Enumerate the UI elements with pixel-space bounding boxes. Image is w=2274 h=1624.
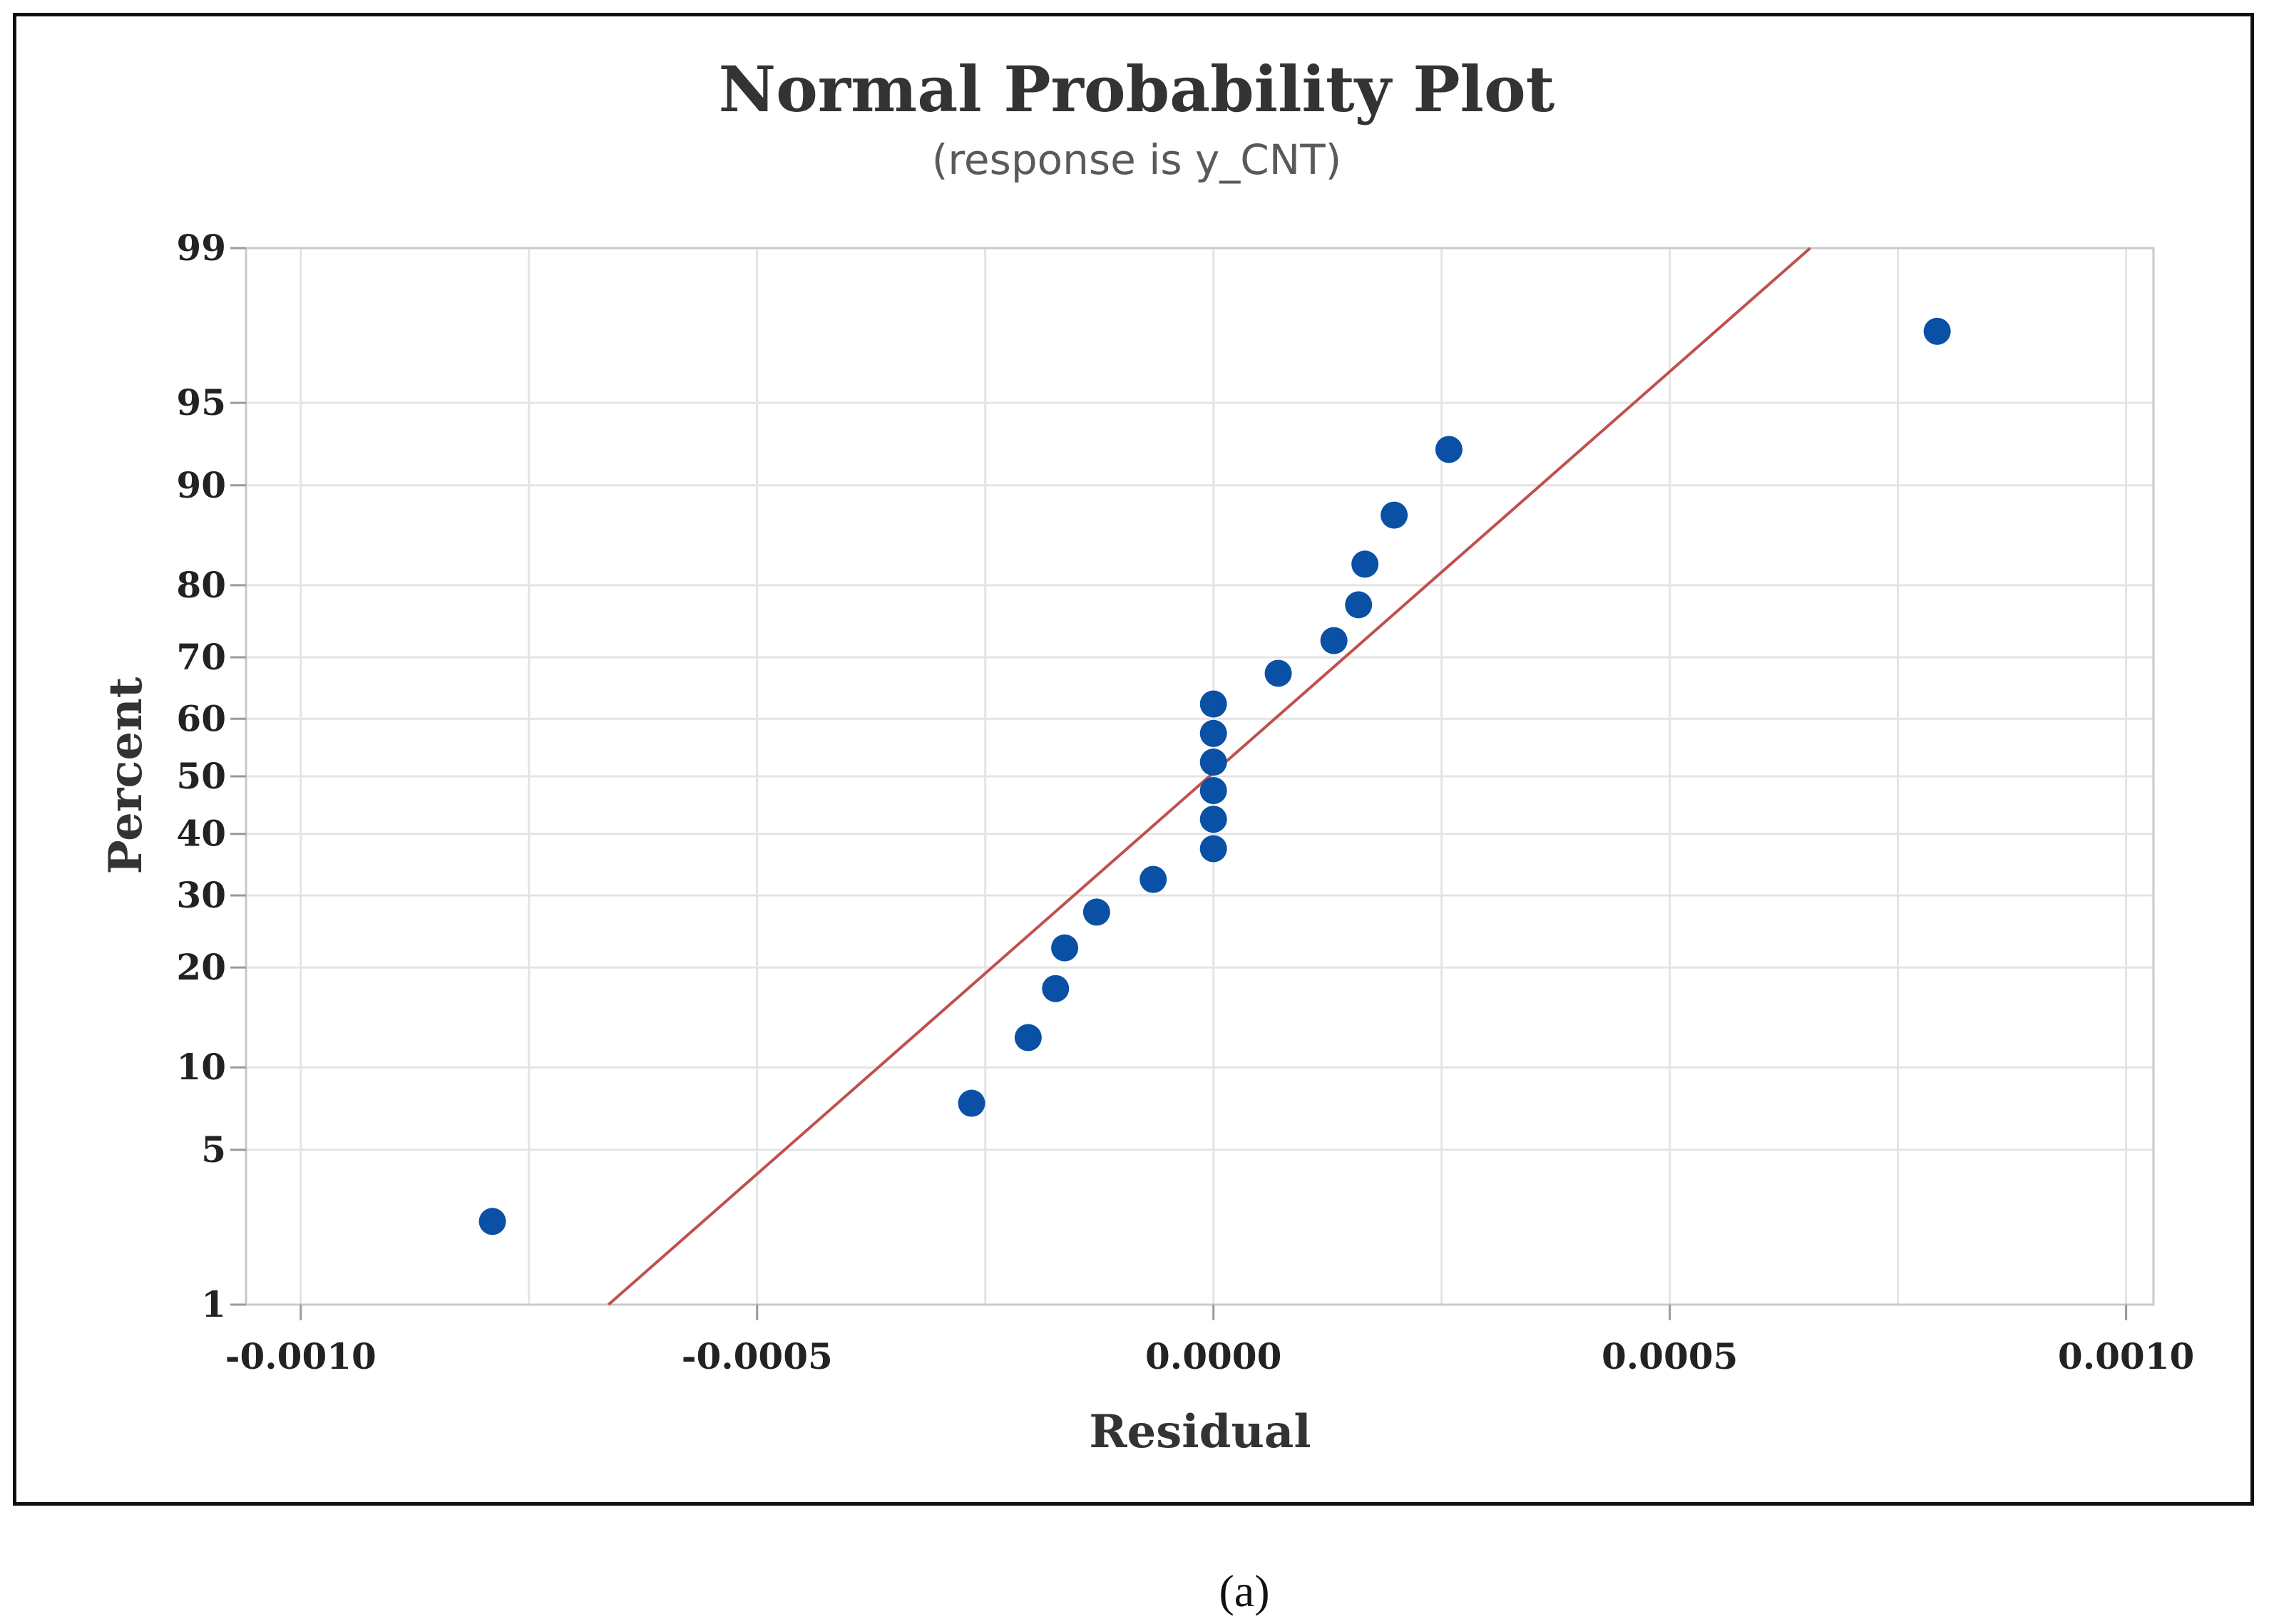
data-point: [478, 1208, 506, 1235]
y-tick-label: 1: [201, 1283, 226, 1325]
chart-subtitle: (response is y_CNT): [932, 135, 1342, 184]
fit-line-group: [607, 247, 1811, 1306]
y-tick-label: 99: [176, 227, 226, 269]
y-tick-label: 60: [176, 697, 226, 739]
y-tick-label: 10: [176, 1046, 226, 1088]
chart-frame: [13, 13, 2254, 1506]
data-point: [1082, 898, 1110, 926]
x-tick-label: 0.0000: [1145, 1335, 1281, 1377]
y-tick-label: 40: [176, 813, 226, 855]
x-tick-label: 0.0010: [2058, 1335, 2194, 1377]
chart-title: Normal Probability Plot: [719, 52, 1555, 126]
y-tick-label: 70: [176, 636, 226, 678]
y-tick-label: 80: [176, 564, 226, 606]
data-points: [478, 317, 1951, 1235]
data-point: [1320, 627, 1348, 654]
data-point: [1345, 591, 1373, 619]
data-point: [1199, 749, 1227, 776]
gridlines: [246, 247, 2153, 1306]
y-tick-label: 95: [176, 381, 226, 423]
data-point: [1051, 934, 1079, 962]
y-tick-label: 50: [176, 755, 226, 797]
data-point: [1139, 865, 1167, 893]
data-point: [1264, 659, 1292, 687]
x-axis: -0.0010 -0.0005 0.0000 0.0005 0.0010: [225, 1305, 2194, 1377]
data-point: [1435, 436, 1463, 463]
data-point: [1351, 550, 1379, 578]
y-tick-label: 20: [176, 946, 226, 988]
y-tick-label: 5: [201, 1129, 226, 1171]
y-tick-label: 30: [176, 874, 226, 916]
x-axis-label: Residual: [1089, 1405, 1311, 1459]
data-point: [1014, 1024, 1042, 1052]
x-tick-label: -0.0005: [682, 1335, 833, 1377]
data-point: [1199, 776, 1227, 804]
data-point: [1923, 317, 1951, 345]
data-point: [1042, 975, 1070, 1002]
data-point: [1199, 719, 1227, 747]
fit-line: [607, 247, 1811, 1306]
data-point: [958, 1089, 985, 1117]
y-axis-label: Percent: [99, 677, 153, 874]
y-tick-label: 90: [176, 464, 226, 506]
x-tick-label: -0.0010: [225, 1335, 377, 1377]
x-tick-label: 0.0005: [1602, 1335, 1738, 1377]
data-point: [1381, 501, 1408, 529]
data-point: [1199, 690, 1227, 718]
figure-caption: (a): [1219, 1566, 1269, 1616]
y-axis: 1 5 10 20 30 40 50 60 70 80 90 95 99: [176, 227, 246, 1325]
data-point: [1199, 806, 1227, 833]
data-point: [1199, 835, 1227, 863]
